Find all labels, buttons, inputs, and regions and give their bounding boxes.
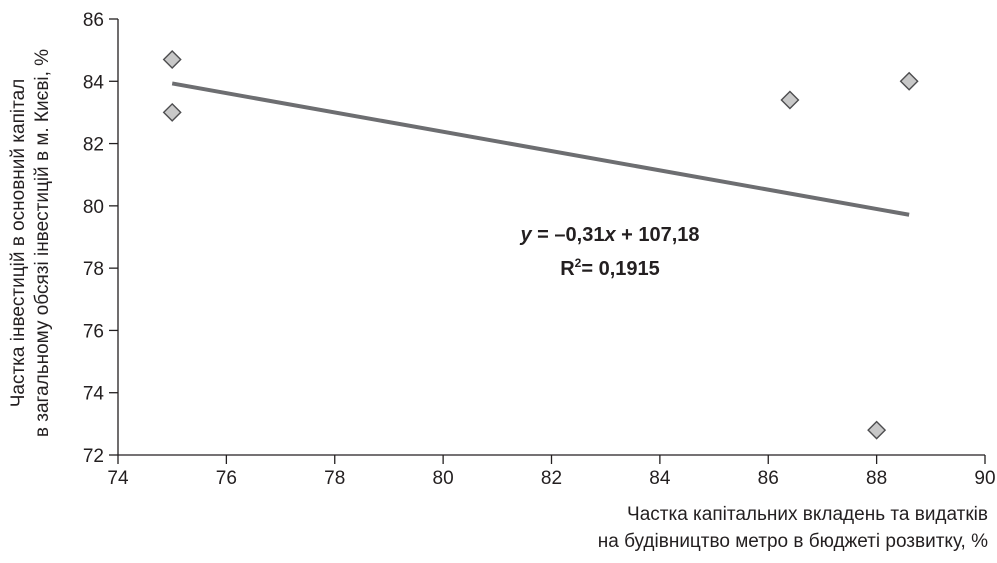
y-tick-label: 80 xyxy=(83,197,104,218)
y-tick-label: 72 xyxy=(83,446,104,467)
x-tick-label: 76 xyxy=(216,468,237,489)
y-tick-label: 74 xyxy=(83,384,105,405)
x-tick-label: 82 xyxy=(541,468,562,489)
y-tick-label: 86 xyxy=(83,10,104,31)
y-tick-label: 76 xyxy=(83,321,104,342)
x-tick-label: 74 xyxy=(107,468,129,489)
data-point xyxy=(899,71,919,91)
y-axis-title-line-1: Частка інвестицій в основний капітал xyxy=(8,79,29,408)
y-tick-label: 84 xyxy=(83,72,105,93)
x-axis-title-line-1: Частка капітальних вкладень та видатків xyxy=(627,504,988,525)
trendline-equation: y = –0,31x + 107,18 xyxy=(519,224,699,246)
y-axis-title-line-2: в загальному обсязі інвестицій в м. Києв… xyxy=(32,49,53,437)
data-points xyxy=(162,49,919,440)
data-point xyxy=(867,420,887,440)
x-tick-label: 86 xyxy=(758,468,779,489)
trendline xyxy=(171,81,910,217)
x-tick-label: 80 xyxy=(433,468,454,489)
trendline-r2: R2= 0,1915 xyxy=(560,256,660,280)
x-tick-label: 84 xyxy=(649,468,671,489)
y-tick-label: 82 xyxy=(83,135,104,156)
y-axis-title: Частка інвестицій в основний капітал в з… xyxy=(8,49,53,437)
x-axis-title-line-2: на будівництво метро в бюджеті розвитку,… xyxy=(598,531,988,552)
x-tick-label: 88 xyxy=(866,468,887,489)
trendline-r2-value: = 0,1915 xyxy=(581,258,659,280)
data-point xyxy=(780,90,800,110)
y-tick-label: 78 xyxy=(83,259,104,280)
trendline-group xyxy=(171,81,910,217)
data-point xyxy=(162,49,182,69)
x-tick-label: 78 xyxy=(324,468,345,489)
data-point xyxy=(162,102,182,122)
x-tick-label: 90 xyxy=(974,468,995,489)
